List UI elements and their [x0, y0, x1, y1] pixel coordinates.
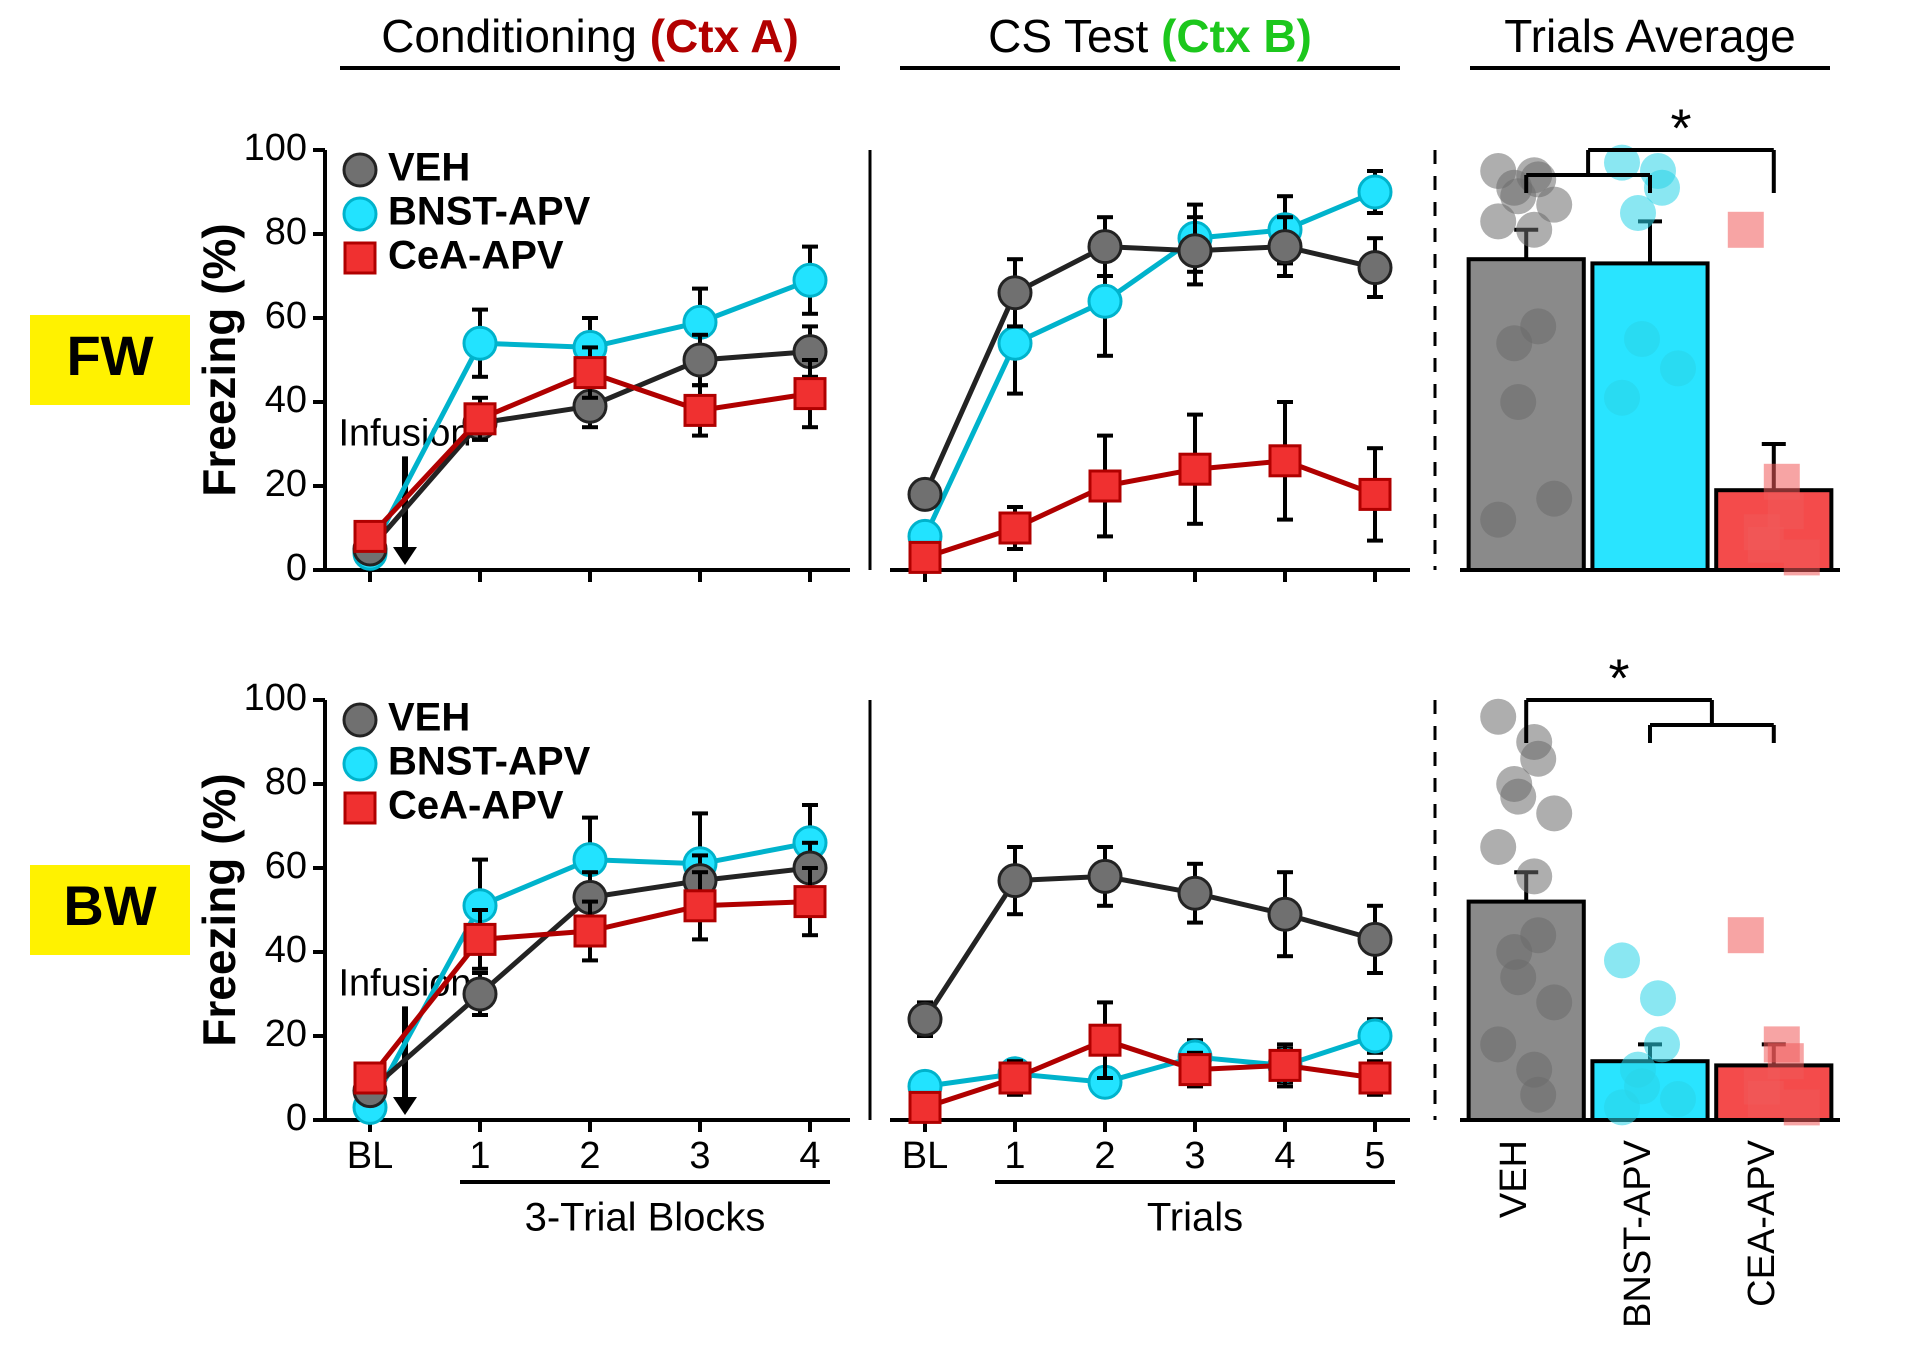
- y-tick-label: 100: [244, 677, 307, 719]
- bar-dot: [1604, 1089, 1640, 1125]
- x-sublabel: 3-Trial Blocks: [525, 1196, 766, 1240]
- x-tick-label: BL: [347, 1135, 393, 1177]
- bar-dot: [1480, 699, 1516, 735]
- y-tick-label: 40: [265, 929, 307, 971]
- legend-label: CeA-APV: [388, 784, 564, 828]
- significance-star: *: [1609, 648, 1630, 708]
- bar-dot: [1536, 984, 1572, 1020]
- bar-dot: [1500, 779, 1536, 815]
- row-label: BW: [63, 874, 156, 937]
- svg-text:CS Test (Ctx B): CS Test (Ctx B): [988, 10, 1312, 62]
- arrow-down-icon: [393, 1097, 417, 1115]
- bar-dot: [1604, 942, 1640, 978]
- bar-dot: [1536, 481, 1572, 517]
- test-series: [909, 847, 1391, 1122]
- x-tick-label: 2: [1094, 1135, 1115, 1177]
- y-tick-label: 60: [265, 845, 307, 887]
- column-title: CS Test (Ctx B): [900, 10, 1400, 68]
- test-series: [909, 171, 1391, 572]
- bar-dot: [1620, 195, 1656, 231]
- bar-dot: [1728, 917, 1764, 953]
- y-tick-label: 20: [265, 1013, 307, 1055]
- bar-dot: [1480, 203, 1516, 239]
- bar: [1592, 263, 1707, 570]
- bar-dot: [1480, 502, 1516, 538]
- y-tick-label: 100: [244, 127, 307, 169]
- bar-dot: [1728, 212, 1764, 248]
- bar-dot: [1520, 1077, 1556, 1113]
- y-tick-label: 80: [265, 211, 307, 253]
- x-tick-label: 1: [469, 1135, 490, 1177]
- y-tick-label: 80: [265, 761, 307, 803]
- bar-dot: [1536, 795, 1572, 831]
- x-tick-label: 2: [579, 1135, 600, 1177]
- y-axis-label: Freezing (%): [193, 773, 245, 1046]
- bar-dot: [1604, 380, 1640, 416]
- bar-dot: [1660, 350, 1696, 386]
- legend-label: VEH: [388, 696, 470, 740]
- bar-dot: [1660, 1081, 1696, 1117]
- bar-x-label: BNST-APV: [1617, 1139, 1659, 1328]
- bar-dot: [1640, 980, 1676, 1016]
- bar-dot: [1516, 858, 1552, 894]
- bar-dot: [1624, 321, 1660, 357]
- y-tick-label: 0: [286, 547, 307, 589]
- legend-label: VEH: [388, 146, 470, 190]
- bar-dot: [1480, 1026, 1516, 1062]
- bar-x-label: VEH: [1493, 1140, 1535, 1218]
- y-tick-label: 40: [265, 379, 307, 421]
- bar-dot: [1496, 325, 1532, 361]
- x-sublabel: Trials: [1147, 1196, 1243, 1240]
- x-tick-label: 1: [1004, 1135, 1025, 1177]
- bar-x-label: CEA-APV: [1741, 1139, 1783, 1306]
- svg-text:Trials Average: Trials Average: [1504, 10, 1795, 62]
- y-tick-label: 0: [286, 1097, 307, 1139]
- x-tick-label: 4: [1274, 1135, 1295, 1177]
- x-tick-label: 3: [689, 1135, 710, 1177]
- infusion-label: Infusion: [338, 963, 471, 1005]
- y-tick-label: 20: [265, 463, 307, 505]
- x-tick-label: 4: [799, 1135, 820, 1177]
- bar-dot: [1748, 1081, 1784, 1117]
- legend: VEHBNST-APVCeA-APV: [344, 696, 591, 828]
- conditioning-series: [354, 247, 826, 570]
- bar-dot: [1516, 212, 1552, 248]
- bar-dot: [1480, 829, 1516, 865]
- y-axis-label: Freezing (%): [193, 223, 245, 496]
- figure-root: Conditioning (Ctx A) CS Test (Ctx B) Trial…: [0, 0, 1920, 1346]
- bar-dot: [1500, 384, 1536, 420]
- x-tick-label: BL: [902, 1135, 948, 1177]
- arrow-down-icon: [393, 547, 417, 565]
- legend-label: CeA-APV: [388, 234, 564, 278]
- row-label: FW: [66, 324, 153, 387]
- svg-text:Conditioning (Ctx A): Conditioning (Ctx A): [381, 10, 799, 62]
- bar-dot: [1500, 959, 1536, 995]
- column-title: Trials Average: [1470, 10, 1830, 68]
- bar-dot: [1784, 539, 1820, 575]
- column-title: Conditioning (Ctx A): [340, 10, 840, 68]
- legend-label: BNST-APV: [388, 740, 591, 784]
- legend-label: BNST-APV: [388, 190, 591, 234]
- bar-dot: [1784, 1089, 1820, 1125]
- bar-dot: [1748, 527, 1784, 563]
- significance-star: *: [1670, 98, 1691, 158]
- legend: VEHBNST-APVCeA-APV: [344, 146, 591, 278]
- y-tick-label: 60: [265, 295, 307, 337]
- x-tick-label: 5: [1364, 1135, 1385, 1177]
- x-tick-label: 3: [1184, 1135, 1205, 1177]
